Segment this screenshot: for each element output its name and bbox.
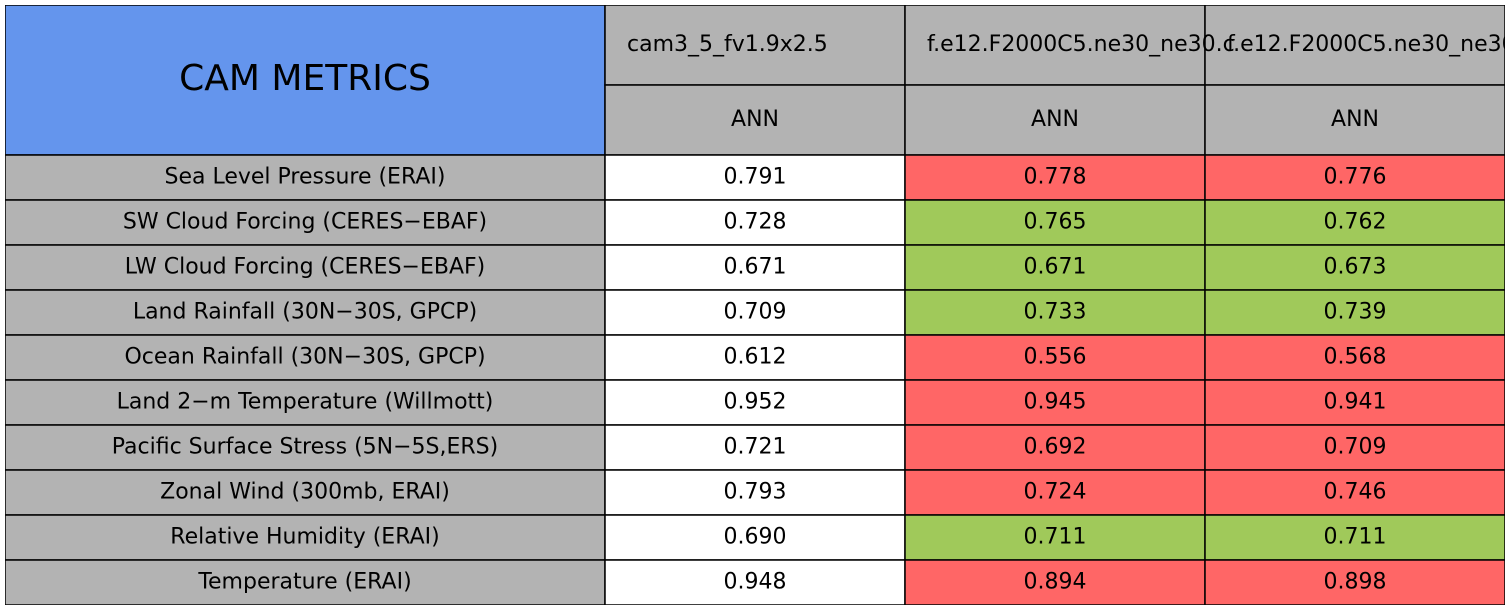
cell-value: 0.791 xyxy=(724,165,787,190)
value-cell xyxy=(904,559,1206,605)
value-cell xyxy=(1204,199,1505,246)
row-label: Pacific Surface Stress (5N−5S,ERS) xyxy=(112,435,498,460)
cell-value: 0.941 xyxy=(1324,390,1387,415)
cell-value: 0.711 xyxy=(1024,525,1087,550)
cell-value: 0.724 xyxy=(1024,480,1087,505)
cell-value: 0.746 xyxy=(1324,480,1387,505)
row-label-cell xyxy=(5,379,606,426)
season-header: ANN xyxy=(1331,107,1379,132)
row-label: Temperature (ERAI) xyxy=(197,570,411,595)
cell-value: 0.568 xyxy=(1324,345,1387,370)
title-cell xyxy=(5,5,606,156)
value-cell xyxy=(1204,289,1505,336)
cell-value: 0.721 xyxy=(724,435,787,460)
row-label-cell xyxy=(5,424,606,471)
value-cell xyxy=(604,154,906,201)
cell-value: 0.778 xyxy=(1024,165,1087,190)
cell-value: 0.776 xyxy=(1324,165,1387,190)
value-cell xyxy=(1204,379,1505,426)
value-cell xyxy=(904,289,1206,336)
cell-value: 0.612 xyxy=(724,345,787,370)
row-label: Sea Level Pressure (ERAI) xyxy=(165,165,446,190)
cell-value: 0.894 xyxy=(1024,570,1087,595)
row-label: LW Cloud Forcing (CERES−EBAF) xyxy=(125,255,486,280)
cell-value: 0.673 xyxy=(1324,255,1387,280)
row-label-cell xyxy=(5,244,606,291)
row-label: Zonal Wind (300mb, ERAI) xyxy=(160,480,450,505)
cell-value: 0.948 xyxy=(724,570,787,595)
row-label: Land Rainfall (30N−30S, GPCP) xyxy=(133,300,477,325)
cell-value: 0.793 xyxy=(724,480,787,505)
value-cell xyxy=(1204,334,1505,381)
column-header-cell xyxy=(604,5,906,86)
row-label-cell xyxy=(5,154,606,201)
season-header: ANN xyxy=(1031,107,1079,132)
cell-value: 0.765 xyxy=(1024,210,1087,235)
row-label-cell xyxy=(5,199,606,246)
row-label: SW Cloud Forcing (CERES−EBAF) xyxy=(123,210,487,235)
row-label-cell xyxy=(5,559,606,605)
column-header-cell xyxy=(1204,5,1505,86)
value-cell xyxy=(904,154,1206,201)
table-title: CAM METRICS xyxy=(179,58,431,99)
column-header-cell xyxy=(904,5,1206,86)
value-cell xyxy=(904,514,1206,561)
cell-value: 0.952 xyxy=(724,390,787,415)
cell-value: 0.671 xyxy=(724,255,787,280)
column-header: f.e12.F2000C5.ne30_ne30.c xyxy=(927,32,1235,57)
value-cell xyxy=(604,469,906,516)
row-label: Ocean Rainfall (30N−30S, GPCP) xyxy=(124,345,485,370)
row-label-cell xyxy=(5,289,606,336)
cell-value: 0.690 xyxy=(724,525,787,550)
cell-value: 0.709 xyxy=(1324,435,1387,460)
table-body: CAM METRICS cam3_5_fv1.9x2.5 ANN f.e12.F200… xyxy=(5,5,1510,605)
cell-value: 0.728 xyxy=(724,210,787,235)
value-cell xyxy=(904,244,1206,291)
value-cell xyxy=(1204,469,1505,516)
cell-value: 0.709 xyxy=(724,300,787,325)
cell-value: 0.898 xyxy=(1324,570,1387,595)
cell-value: 0.762 xyxy=(1324,210,1387,235)
value-cell xyxy=(1204,244,1505,291)
value-cell xyxy=(904,334,1206,381)
value-cell xyxy=(1204,559,1505,605)
cell-value: 0.945 xyxy=(1024,390,1087,415)
cell-value: 0.556 xyxy=(1024,345,1087,370)
value-cell xyxy=(904,199,1206,246)
row-label: Relative Humidity (ERAI) xyxy=(170,525,439,550)
season-header: ANN xyxy=(731,107,779,132)
column-header: cam3_5_fv1.9x2.5 xyxy=(627,32,828,57)
cell-value: 0.733 xyxy=(1024,300,1087,325)
value-cell xyxy=(604,559,906,605)
row-label: Land 2−m Temperature (Willmott) xyxy=(117,390,494,415)
column-header: f.e12.F2000C5.ne30_ne30.c xyxy=(1227,32,1510,57)
value-cell xyxy=(604,289,906,336)
value-cell xyxy=(604,424,906,471)
cell-value: 0.739 xyxy=(1324,300,1387,325)
season-header-cell xyxy=(1204,84,1505,156)
cell-value: 0.692 xyxy=(1024,435,1087,460)
row-label-cell xyxy=(5,334,606,381)
cell-value: 0.671 xyxy=(1024,255,1087,280)
value-cell xyxy=(1204,424,1505,471)
value-cell xyxy=(604,514,906,561)
cell-value: 0.711 xyxy=(1324,525,1387,550)
